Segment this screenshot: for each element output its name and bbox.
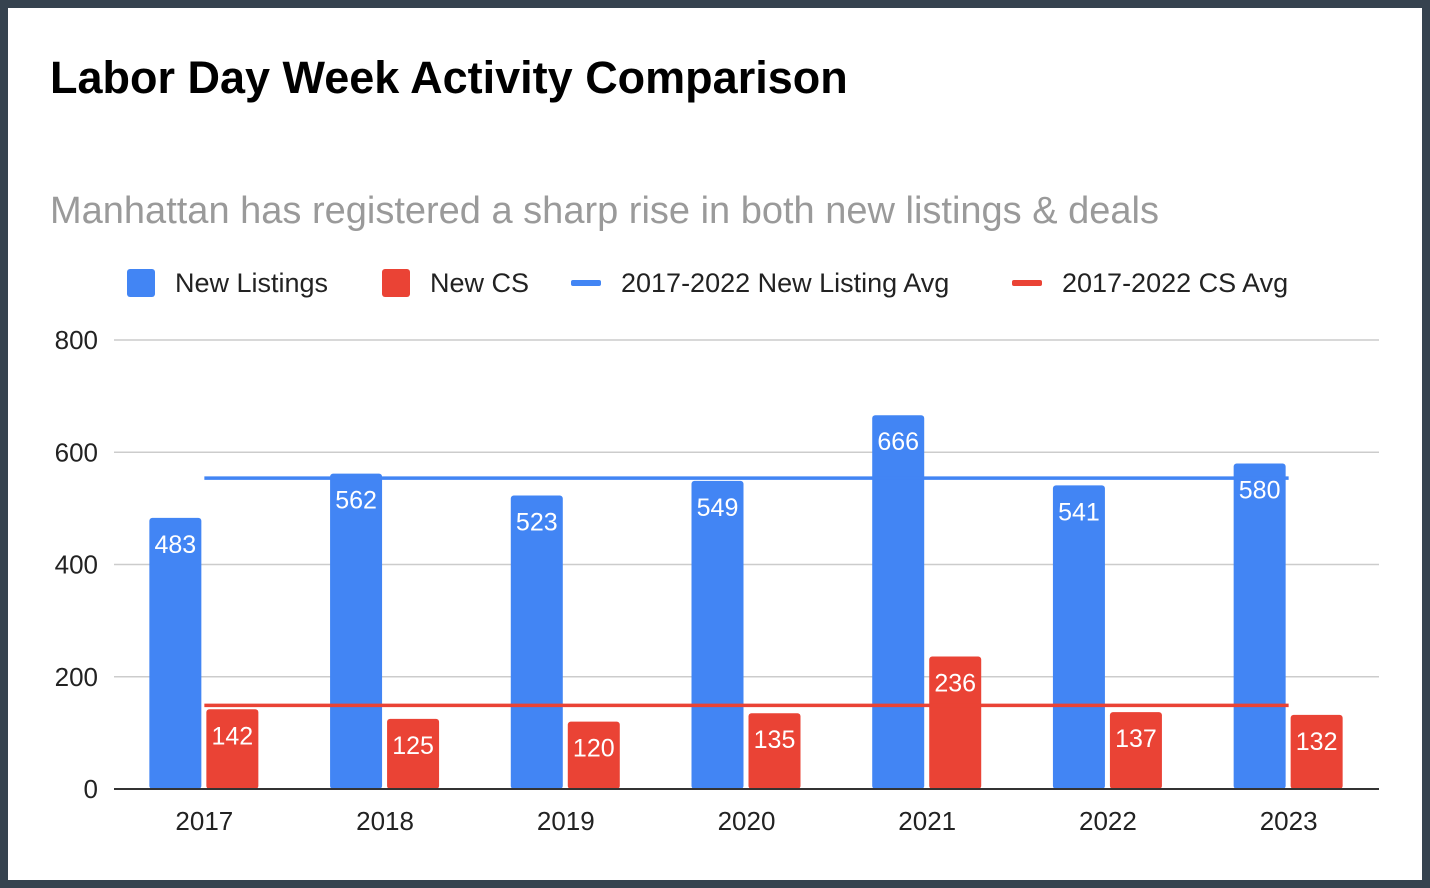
y-tick-label: 600 — [55, 437, 98, 467]
new-listings-bar — [691, 480, 744, 789]
y-tick-label: 200 — [55, 662, 98, 692]
new-cs-bar — [387, 718, 440, 789]
legend-item-cs-avg: 2017-2022 CS Avg — [1012, 263, 1288, 303]
chart-card: Labor Day Week Activity Comparison Manha… — [8, 8, 1422, 880]
legend-item-new-listing-avg: 2017-2022 New Listing Avg — [571, 263, 949, 303]
legend-swatch-new-listing-avg — [571, 280, 601, 286]
legend-item-new-listings: New Listings — [127, 263, 328, 303]
new-listings-bar — [1052, 485, 1105, 789]
new-cs-bar — [748, 713, 801, 789]
x-tick-label: 2021 — [898, 806, 956, 836]
legend: New Listings New CS 2017-2022 New Listin… — [8, 263, 1422, 303]
new-listings-bar — [1233, 463, 1286, 789]
chart-subtitle: Manhattan has registered a sharp rise in… — [50, 190, 1159, 232]
y-tick-label: 400 — [55, 550, 98, 580]
x-tick-label: 2017 — [175, 806, 233, 836]
new-cs-data-label: 120 — [573, 735, 615, 763]
new-listings-data-label: 580 — [1239, 476, 1281, 504]
new-listings-bar — [510, 495, 563, 789]
new-listings-data-label: 483 — [154, 531, 196, 559]
x-tick-label: 2022 — [1079, 806, 1137, 836]
legend-swatch-new-listings — [127, 269, 155, 297]
new-cs-bar — [1109, 712, 1162, 789]
legend-label-cs-avg: 2017-2022 CS Avg — [1062, 267, 1289, 298]
x-tick-label: 2018 — [356, 806, 414, 836]
legend-label-new-cs: New CS — [430, 267, 530, 298]
new-cs-data-label: 125 — [392, 732, 434, 760]
new-cs-data-label: 137 — [1115, 725, 1157, 753]
x-tick-label: 2020 — [718, 806, 776, 836]
x-tick-label: 2023 — [1260, 806, 1318, 836]
new-cs-bar — [1290, 714, 1343, 789]
new-cs-bar — [929, 656, 982, 789]
x-tick-label: 2019 — [537, 806, 595, 836]
new-cs-bar — [206, 709, 259, 789]
new-cs-data-label: 142 — [211, 722, 253, 750]
new-cs-data-label: 132 — [1296, 728, 1338, 756]
legend-item-new-cs: New CS — [382, 263, 529, 303]
bar-chart: 0 200 400 600 800 483 142 2017 562 125 2018 523 120 2… — [55, 325, 1379, 836]
new-listings-data-label: 523 — [516, 508, 558, 536]
new-cs-bar — [567, 721, 620, 789]
legend-label-new-listing-avg: 2017-2022 New Listing Avg — [621, 267, 950, 298]
legend-swatch-new-cs — [382, 269, 410, 297]
new-cs-data-label: 135 — [754, 726, 796, 754]
legend-label-new-listings: New Listings — [175, 267, 329, 298]
y-tick-label: 0 — [84, 774, 98, 804]
y-tick-label: 800 — [55, 325, 98, 355]
new-listings-data-label: 541 — [1058, 498, 1100, 526]
chart-title: Labor Day Week Activity Comparison — [50, 52, 848, 103]
new-listings-data-label: 666 — [877, 428, 919, 456]
new-listings-data-label: 562 — [335, 487, 377, 515]
new-listings-bar — [330, 473, 383, 789]
new-listings-bar — [872, 415, 925, 789]
new-cs-data-label: 236 — [934, 670, 976, 698]
new-listings-bar — [149, 517, 202, 789]
new-listings-data-label: 549 — [697, 494, 739, 522]
legend-swatch-cs-avg — [1012, 280, 1042, 286]
